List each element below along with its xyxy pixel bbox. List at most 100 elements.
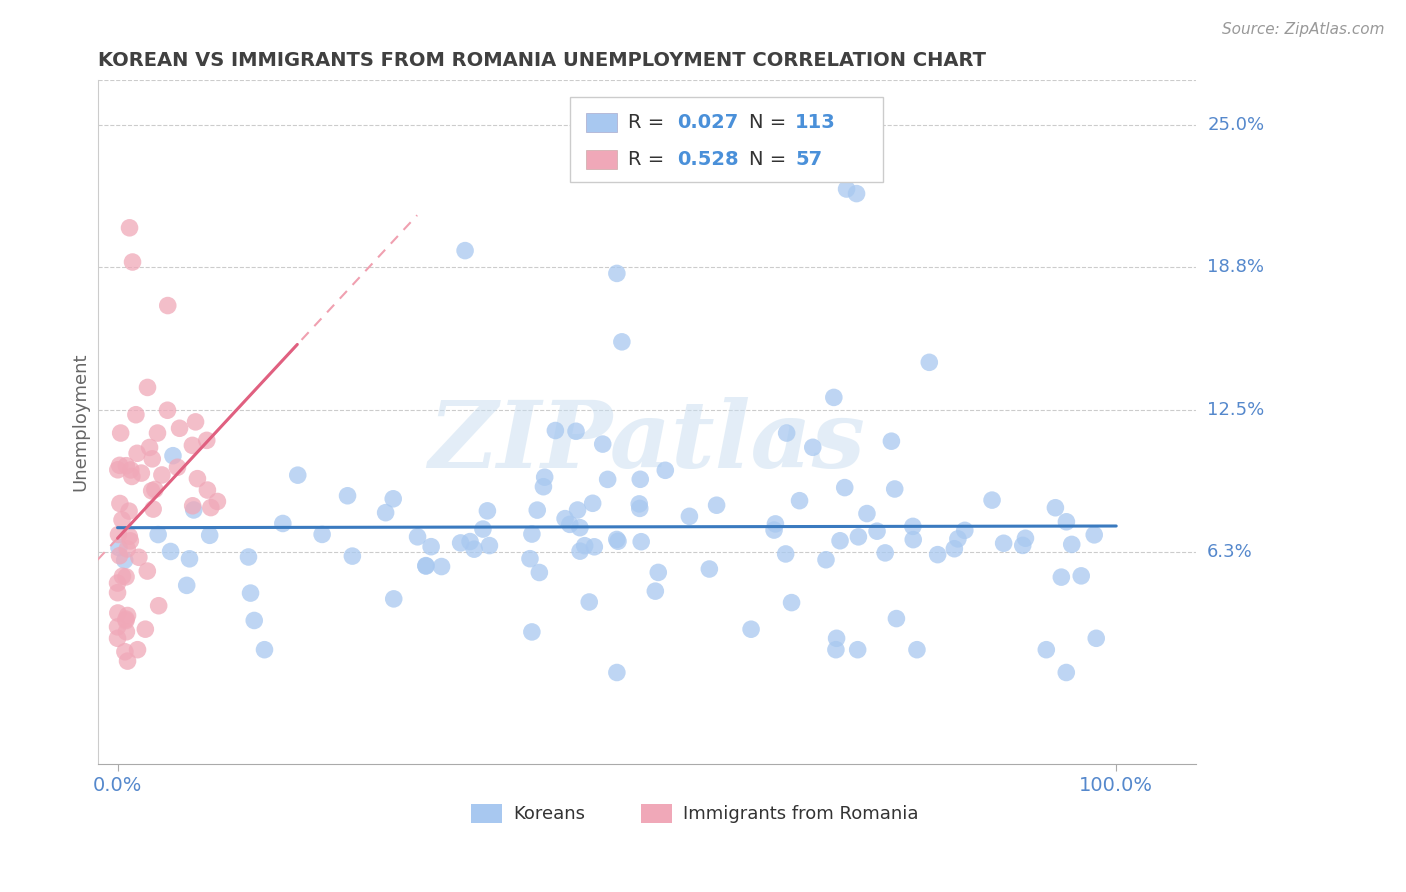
Point bbox=[544, 424, 567, 438]
FancyBboxPatch shape bbox=[569, 96, 883, 182]
Point bbox=[568, 521, 591, 535]
Point bbox=[946, 532, 969, 546]
Point bbox=[901, 519, 924, 533]
Point bbox=[186, 472, 208, 486]
Point bbox=[765, 516, 787, 531]
Point bbox=[121, 255, 143, 269]
Point bbox=[239, 586, 262, 600]
Point bbox=[533, 470, 555, 484]
Point bbox=[111, 513, 134, 527]
FancyBboxPatch shape bbox=[471, 804, 502, 823]
Point bbox=[856, 507, 879, 521]
Point bbox=[142, 502, 165, 516]
FancyBboxPatch shape bbox=[586, 150, 617, 169]
Point bbox=[529, 566, 551, 580]
Point bbox=[1045, 500, 1067, 515]
Point bbox=[706, 498, 728, 512]
Point bbox=[181, 438, 204, 452]
Point bbox=[1085, 632, 1108, 646]
Point bbox=[880, 434, 903, 449]
Point bbox=[699, 562, 721, 576]
Point bbox=[825, 632, 848, 646]
Point bbox=[115, 570, 138, 584]
Point bbox=[108, 549, 131, 563]
Point bbox=[118, 220, 141, 235]
Point bbox=[886, 611, 908, 625]
Point bbox=[763, 523, 786, 537]
Point bbox=[382, 591, 405, 606]
Point bbox=[146, 425, 169, 440]
Text: 113: 113 bbox=[796, 112, 837, 132]
Point bbox=[342, 549, 364, 563]
Point bbox=[336, 489, 359, 503]
Point bbox=[406, 530, 429, 544]
Point bbox=[835, 182, 858, 196]
Point bbox=[578, 595, 600, 609]
Point bbox=[118, 529, 141, 543]
Point bbox=[107, 606, 129, 620]
Point bbox=[477, 504, 499, 518]
Point bbox=[569, 544, 592, 558]
Point bbox=[287, 468, 309, 483]
Text: N =: N = bbox=[749, 150, 793, 169]
Point bbox=[596, 472, 619, 486]
Point bbox=[238, 549, 260, 564]
Point bbox=[740, 622, 762, 636]
Point bbox=[107, 585, 129, 599]
Text: 18.8%: 18.8% bbox=[1208, 258, 1264, 276]
Point bbox=[953, 524, 976, 538]
Text: ZIPatlas: ZIPatlas bbox=[429, 397, 865, 487]
Point bbox=[114, 645, 136, 659]
Point bbox=[117, 608, 139, 623]
Point bbox=[115, 612, 138, 626]
Point bbox=[136, 564, 159, 578]
Point bbox=[463, 542, 485, 557]
Point bbox=[450, 536, 472, 550]
Point bbox=[415, 559, 437, 574]
Point bbox=[420, 540, 443, 554]
Point bbox=[565, 424, 588, 438]
Point bbox=[374, 506, 396, 520]
Point bbox=[179, 551, 201, 566]
Point bbox=[108, 458, 131, 473]
Point bbox=[628, 472, 651, 486]
Text: N =: N = bbox=[749, 112, 793, 132]
Point bbox=[117, 541, 139, 556]
Point bbox=[520, 624, 543, 639]
Point bbox=[519, 551, 541, 566]
Point bbox=[311, 527, 333, 541]
Point bbox=[834, 481, 856, 495]
Point bbox=[181, 499, 204, 513]
Point bbox=[554, 511, 576, 525]
Point bbox=[478, 539, 501, 553]
Point bbox=[1070, 569, 1092, 583]
Point bbox=[136, 380, 159, 394]
Point bbox=[654, 463, 676, 477]
Point bbox=[148, 599, 170, 613]
Point bbox=[183, 503, 205, 517]
Point bbox=[1035, 642, 1057, 657]
Point bbox=[176, 578, 198, 592]
Point bbox=[1011, 538, 1033, 552]
Point bbox=[780, 596, 803, 610]
Point bbox=[430, 559, 453, 574]
Point bbox=[131, 466, 153, 480]
Point bbox=[630, 534, 652, 549]
Point bbox=[243, 614, 266, 628]
Point bbox=[607, 534, 630, 549]
Point bbox=[108, 496, 131, 510]
Point bbox=[943, 541, 966, 556]
Point bbox=[606, 533, 628, 547]
Point bbox=[115, 624, 138, 639]
Point bbox=[789, 493, 811, 508]
Point bbox=[606, 665, 628, 680]
Point bbox=[526, 503, 548, 517]
Point bbox=[108, 541, 131, 555]
Point bbox=[775, 547, 797, 561]
Point bbox=[207, 494, 229, 508]
Point bbox=[905, 642, 928, 657]
Point bbox=[866, 524, 889, 538]
Point bbox=[801, 440, 824, 454]
Point bbox=[198, 528, 221, 542]
Point bbox=[628, 497, 651, 511]
